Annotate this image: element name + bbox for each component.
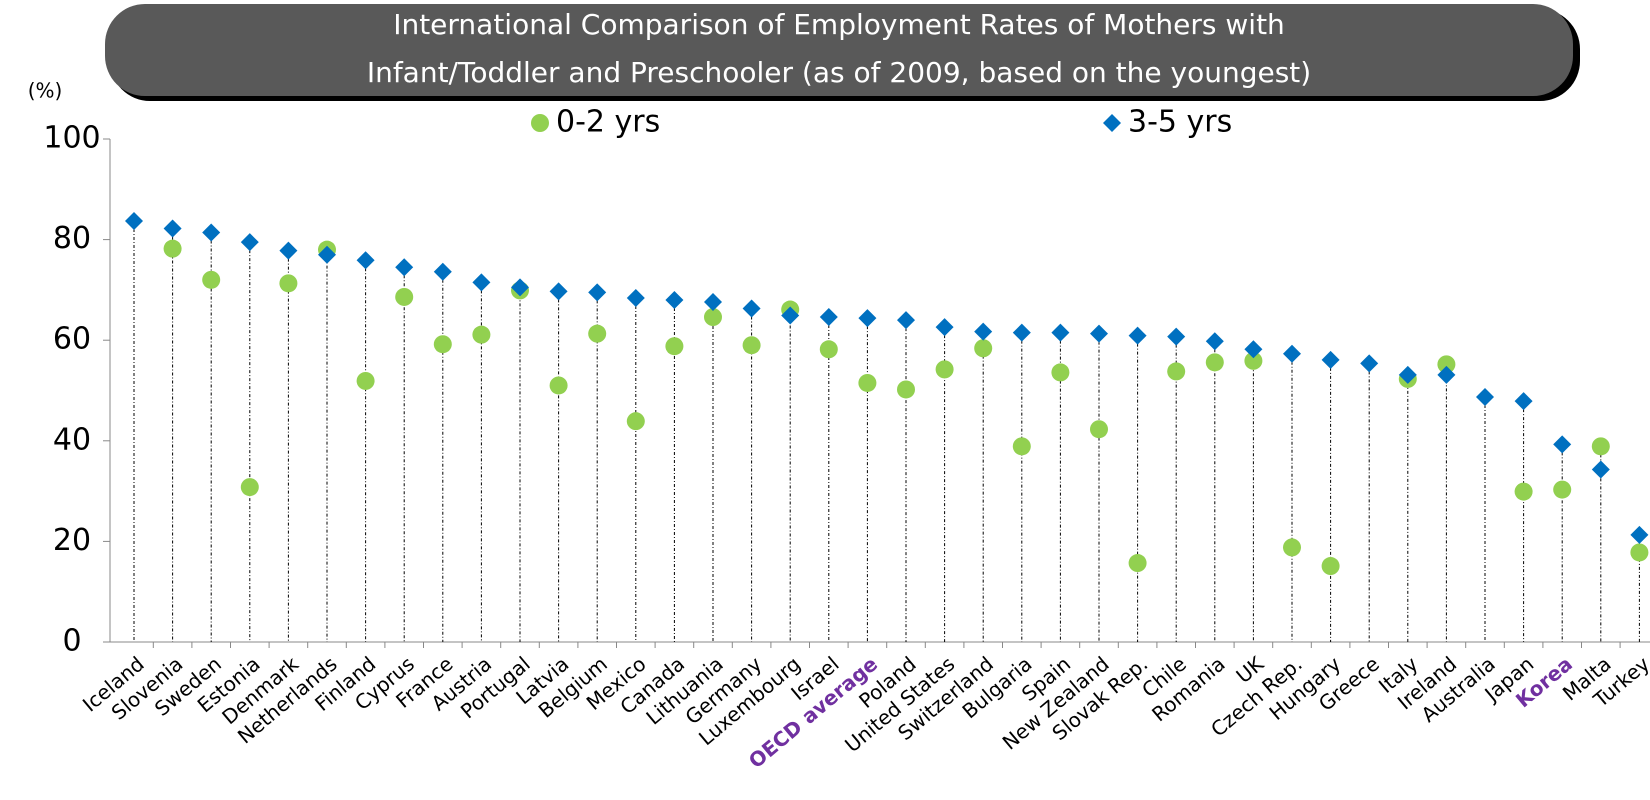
diamond <box>742 299 761 318</box>
dot <box>1283 538 1301 557</box>
diamond <box>858 309 877 328</box>
dot <box>1012 437 1031 456</box>
dot <box>1128 554 1147 573</box>
chart-title: International Comparison of Employment R… <box>393 8 1285 41</box>
dot <box>163 239 182 258</box>
diamond <box>1437 365 1456 384</box>
diamond <box>511 278 529 297</box>
dot <box>1205 353 1224 372</box>
dot <box>935 360 954 379</box>
diamond <box>1244 340 1263 359</box>
dot <box>240 478 259 497</box>
legend-marker <box>531 114 549 132</box>
diamond <box>395 258 414 277</box>
legend-label: 3-5 yrs <box>1128 105 1232 140</box>
chart-title: Infant/Toddler and Preschooler (as of 20… <box>367 56 1311 89</box>
diamond <box>1283 344 1301 363</box>
dot <box>279 274 298 293</box>
diamond <box>1630 525 1649 544</box>
diamond <box>549 282 568 301</box>
dot <box>1514 482 1533 501</box>
diamond <box>974 322 993 341</box>
diamond <box>935 318 954 337</box>
diamond <box>163 219 182 238</box>
diamond <box>240 233 259 252</box>
dot <box>1167 362 1186 381</box>
dot <box>897 380 915 399</box>
diamond <box>1051 323 1070 342</box>
dot <box>1321 557 1340 576</box>
diamond <box>665 290 684 309</box>
dot <box>395 287 414 306</box>
diamond <box>279 241 298 260</box>
diamond <box>781 306 800 325</box>
dot <box>819 340 838 359</box>
dot <box>742 336 761 355</box>
dot <box>1244 351 1263 370</box>
diamond <box>1321 350 1340 369</box>
dot <box>974 339 993 358</box>
dot <box>1090 420 1108 439</box>
dot <box>858 373 877 392</box>
dot <box>1553 480 1572 499</box>
y-tick-label: 60 <box>53 322 91 357</box>
dot <box>588 324 607 343</box>
dot <box>356 371 375 390</box>
diamond <box>1012 323 1031 342</box>
diamond <box>318 245 336 264</box>
y-tick-label: 100 <box>43 121 100 156</box>
diamond <box>897 311 915 330</box>
diamond <box>1476 388 1494 407</box>
dot <box>1437 355 1456 374</box>
dot <box>1051 363 1070 382</box>
dot <box>704 308 722 327</box>
diamond <box>1360 354 1379 373</box>
dot <box>1630 543 1649 562</box>
dot <box>665 337 684 356</box>
y-tick-label: 40 <box>53 422 91 457</box>
y-tick-label: 0 <box>62 624 81 659</box>
diamond <box>588 283 607 302</box>
diamond <box>1205 332 1224 351</box>
y-axis-label: (%) <box>28 79 63 103</box>
diamond <box>1167 327 1186 346</box>
diamond <box>1514 392 1533 411</box>
diamond <box>1090 324 1108 343</box>
diamond <box>626 288 645 307</box>
diamond <box>704 292 722 311</box>
diamond <box>1398 365 1417 384</box>
diamond <box>125 211 143 230</box>
diamond <box>472 273 491 292</box>
dot <box>626 412 645 431</box>
dot <box>472 325 491 344</box>
legend-marker <box>1103 114 1121 132</box>
dot <box>549 376 568 395</box>
diamond <box>1553 435 1572 454</box>
title-banner <box>105 4 1573 96</box>
y-tick-label: 80 <box>53 221 91 256</box>
diamond <box>356 251 375 270</box>
dot <box>1591 437 1610 456</box>
diamond <box>1128 326 1147 345</box>
legend-label: 0-2 yrs <box>556 105 660 140</box>
diamond <box>433 262 452 281</box>
dot <box>433 335 452 354</box>
diamond <box>202 223 221 242</box>
diamond <box>1591 460 1610 479</box>
diamond <box>819 308 838 327</box>
y-tick-label: 20 <box>53 523 91 558</box>
dot <box>202 270 221 289</box>
